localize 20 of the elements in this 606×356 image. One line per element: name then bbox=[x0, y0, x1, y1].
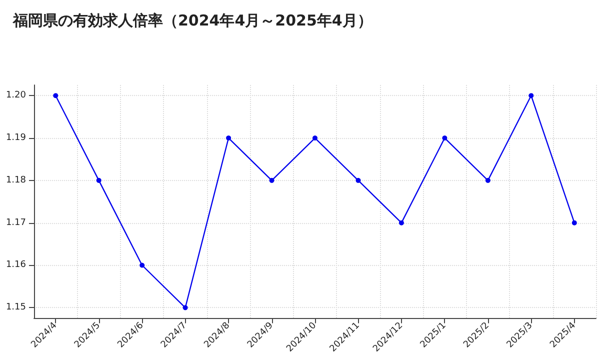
y-tick-label: 1.18 bbox=[6, 175, 26, 186]
point bbox=[226, 136, 232, 141]
y-tick-label: 1.19 bbox=[6, 133, 26, 144]
point bbox=[572, 220, 577, 226]
point bbox=[528, 93, 534, 98]
point bbox=[182, 305, 188, 310]
y-tick-label: 1.20 bbox=[6, 90, 26, 101]
point bbox=[96, 178, 102, 183]
point bbox=[442, 136, 448, 141]
point bbox=[269, 178, 274, 183]
point bbox=[140, 262, 145, 268]
point bbox=[485, 178, 490, 183]
y-tick-label: 1.17 bbox=[6, 218, 26, 228]
chart-title: 福岡県の有効求人倍率（2024年4月～2025年4月） bbox=[12, 12, 372, 30]
point bbox=[356, 178, 361, 183]
y-tick-label: 1.15 bbox=[6, 302, 26, 313]
point bbox=[53, 93, 58, 98]
y-tick-label: 1.16 bbox=[6, 260, 26, 270]
point bbox=[312, 136, 318, 141]
point bbox=[398, 220, 404, 226]
